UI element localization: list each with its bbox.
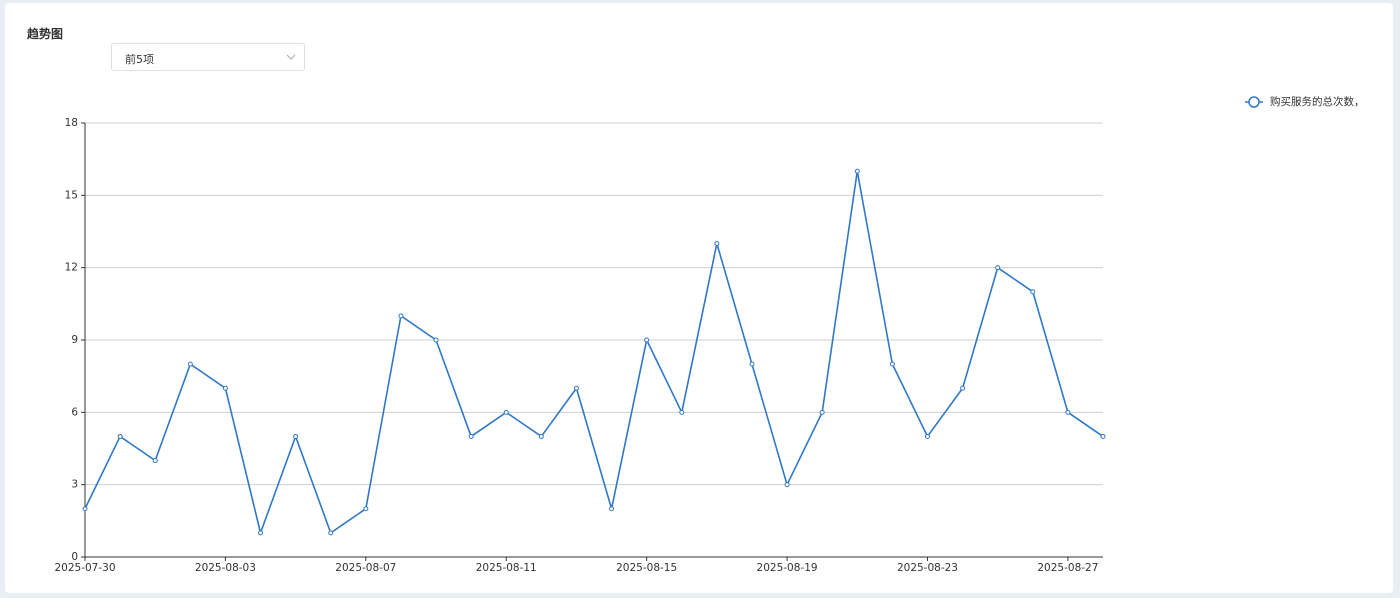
x-tick-label: 2025-08-23 <box>897 562 958 574</box>
x-tick-label: 2025-08-03 <box>195 562 256 574</box>
point <box>1100 433 1106 439</box>
y-tick-label: 3 <box>71 479 78 491</box>
y-tick-label: 6 <box>71 406 78 418</box>
dropdown-value: 前5项 <box>125 53 154 66</box>
point <box>363 506 369 512</box>
line <box>84 171 1104 536</box>
y-tick-label: 12 <box>65 262 78 274</box>
dropdown[interactable]: 前5项 <box>111 43 305 71</box>
point <box>538 433 544 439</box>
y-tick-label: 0 <box>71 551 78 563</box>
point <box>433 337 439 343</box>
panel-title: 趋势图 <box>27 27 64 41</box>
y-tick-label: 9 <box>71 334 78 346</box>
y-tick-label: 15 <box>65 189 78 201</box>
legend-label: 购买服务的总次数， <box>1270 95 1365 108</box>
point <box>749 361 755 367</box>
point <box>573 385 579 391</box>
point <box>609 506 615 512</box>
point <box>152 458 158 464</box>
point <box>889 361 895 367</box>
card: 趋势图 前5项 <box>5 3 1393 593</box>
point <box>117 433 123 439</box>
x-tick-label: 2025-08-15 <box>616 562 677 574</box>
point <box>960 385 966 391</box>
point <box>258 530 264 536</box>
point <box>714 241 720 247</box>
x-tick-label: 2025-08-11 <box>476 562 537 574</box>
point <box>222 385 228 391</box>
point <box>468 433 474 439</box>
point <box>503 409 509 415</box>
point <box>854 168 860 174</box>
dropdown-arrow <box>286 54 296 60</box>
point <box>995 265 1001 271</box>
x-tick-label: 2025-08-07 <box>335 562 396 574</box>
x-tick-label: 2025-07-30 <box>54 562 115 574</box>
y-tick-label: 18 <box>65 117 78 129</box>
point <box>293 433 299 439</box>
point <box>1065 409 1071 415</box>
point <box>679 409 685 415</box>
point <box>1030 289 1036 295</box>
point <box>398 313 404 319</box>
point <box>819 409 825 415</box>
point <box>924 433 930 439</box>
point <box>187 361 193 367</box>
x-tick-label: 2025-08-19 <box>757 562 818 574</box>
x-tick-label: 2025-08-27 <box>1037 562 1098 574</box>
legend-symbol <box>1248 96 1260 108</box>
point <box>82 506 88 512</box>
point <box>328 530 334 536</box>
point <box>784 482 790 488</box>
point <box>644 337 650 343</box>
